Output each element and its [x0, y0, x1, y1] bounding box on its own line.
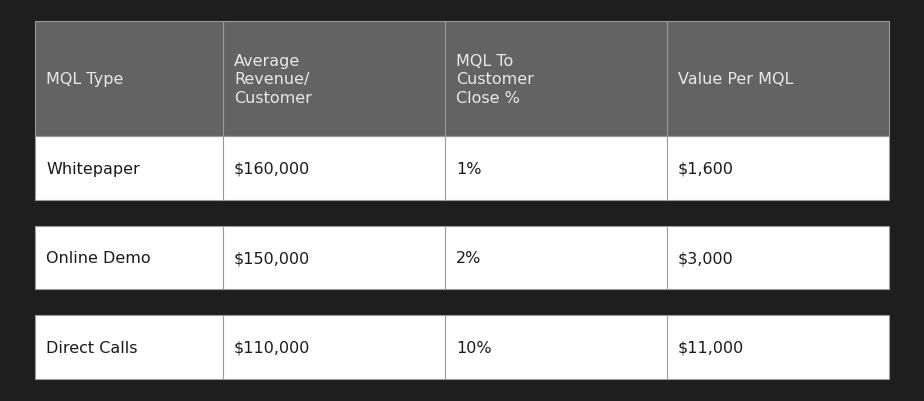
Text: $11,000: $11,000	[678, 340, 744, 355]
Text: 1%: 1%	[456, 161, 481, 176]
Text: $160,000: $160,000	[234, 161, 310, 176]
Text: Whitepaper: Whitepaper	[46, 161, 140, 176]
Bar	[35, 316, 889, 379]
Bar	[35, 137, 889, 200]
Text: MQL Type: MQL Type	[46, 72, 124, 87]
Bar	[35, 227, 889, 290]
Bar	[35, 137, 889, 200]
Text: $150,000: $150,000	[234, 251, 310, 265]
Text: Direct Calls: Direct Calls	[46, 340, 138, 355]
Text: $3,000: $3,000	[678, 251, 734, 265]
Bar	[35, 22, 889, 137]
Text: 10%: 10%	[456, 340, 492, 355]
Text: $110,000: $110,000	[234, 340, 310, 355]
Text: MQL To
Customer
Close %: MQL To Customer Close %	[456, 53, 534, 105]
Text: Value Per MQL: Value Per MQL	[678, 72, 794, 87]
Bar	[35, 227, 889, 290]
Text: 2%: 2%	[456, 251, 481, 265]
Text: Online Demo: Online Demo	[46, 251, 151, 265]
Bar	[35, 316, 889, 379]
Text: Average
Revenue/
Customer: Average Revenue/ Customer	[234, 53, 312, 105]
Text: $1,600: $1,600	[678, 161, 734, 176]
Bar	[35, 22, 889, 137]
